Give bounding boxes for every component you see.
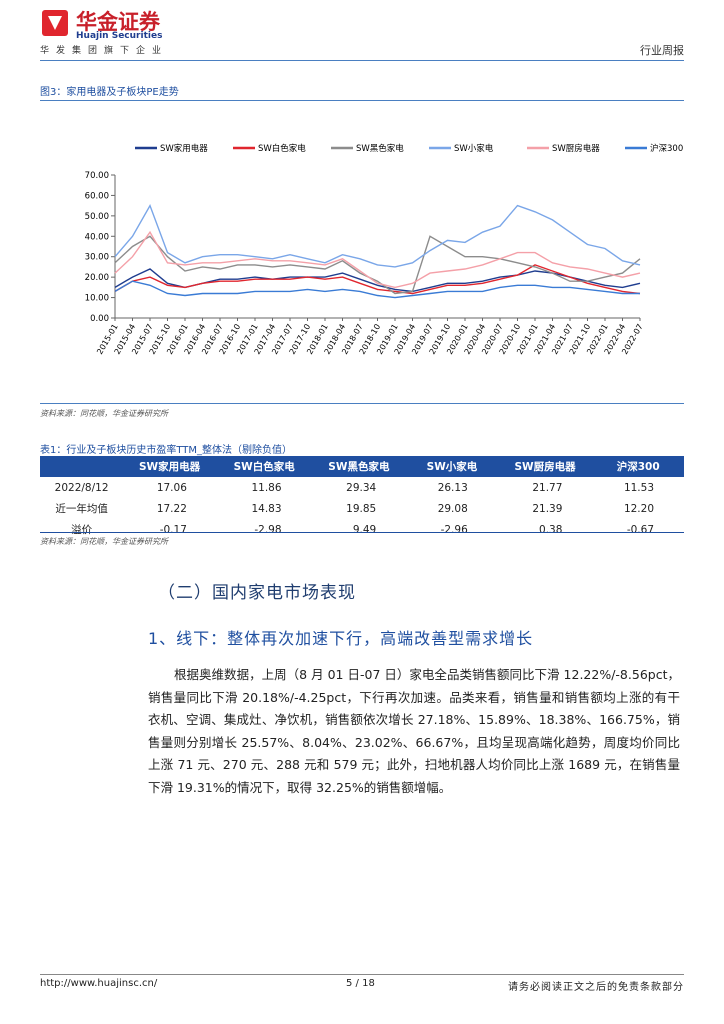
series-line — [114, 264, 641, 295]
y-tick-label: 40.00 — [85, 232, 109, 242]
table-cell: 11.53 — [623, 481, 654, 494]
header-cell: SW白色家电 — [216, 456, 312, 477]
table-cell: 19.85 — [346, 502, 377, 515]
figure-rule — [40, 403, 684, 404]
section-subtitle: 1、线下：整体再次加速下行，高端改善型需求增长 — [148, 629, 534, 648]
table-cell: -2.98 — [254, 523, 282, 536]
table-cell: 9.49 — [352, 523, 377, 536]
y-tick-label: 30.00 — [85, 253, 109, 263]
header-cell: SW小家电 — [406, 456, 498, 477]
series-line — [114, 203, 641, 268]
y-tick-label: 0.00 — [90, 314, 109, 324]
footer-rule — [40, 974, 684, 975]
y-tick-label: 60.00 — [85, 191, 109, 201]
table-cell: 26.13 — [437, 481, 468, 494]
data-table: SW家用电器 SW白色家电 SW黑色家电 SW小家电 SW厨房电器 沪深300 2022/8… — [40, 456, 684, 540]
table-cell: -0.67 — [626, 523, 654, 536]
series-line — [114, 235, 641, 295]
logo-cn: 华金证券 — [76, 10, 160, 34]
legend-label: 沪深300 — [650, 143, 683, 154]
report-type: 行业周报 — [640, 44, 684, 57]
series-line — [114, 230, 641, 289]
y-tick-label: 20.00 — [85, 273, 109, 283]
table-cell: 29.08 — [437, 502, 468, 515]
footer-url[interactable]: http://www.huajinsc.cn/ — [40, 978, 158, 989]
header-cell: SW黑色家电 — [311, 456, 407, 477]
table-cell: 17.22 — [156, 502, 187, 515]
logo-icon — [42, 10, 68, 36]
table-row: 2022/8/12 17.06 11.86 29.34 26.13 21.77 11.53 — [40, 477, 684, 498]
table-cell: 0.38 — [539, 523, 563, 536]
table-cell: 29.34 — [346, 481, 377, 494]
page-number: 5 / 18 — [346, 978, 375, 989]
table-cell: 11.86 — [251, 481, 282, 494]
y-tick-label: 70.00 — [85, 171, 109, 181]
tagline: 华发集团旗下企业 — [40, 46, 169, 56]
table-cell: 21.77 — [532, 481, 563, 494]
series-line — [114, 280, 640, 299]
table-title: 表1：行业及子板块历史市盈率TTM_整体法（剔除负值） — [40, 445, 293, 456]
table-cell: 21.39 — [532, 502, 563, 515]
legend-label: SW厨房电器 — [552, 143, 600, 154]
header-cell: SW厨房电器 — [497, 456, 593, 477]
section-title: （二）国内家电市场表现 — [158, 583, 356, 603]
logo-en: Huajin Securities — [76, 31, 163, 41]
header-rule — [40, 60, 684, 61]
figure-caption: 图3：家用电器及子板块PE走势 — [40, 87, 179, 98]
table-cell: 近一年均值 — [55, 503, 108, 515]
legend-label: SW小家电 — [454, 143, 494, 154]
paragraph: 根据奥维数据，上周（8 月 01 日-07 日）家电全品类销售额同比下滑 12.… — [148, 667, 680, 795]
table-cell: 溢价 — [71, 524, 93, 536]
table-cell: 17.06 — [156, 481, 187, 494]
table-cell: 2022/8/12 — [54, 481, 109, 494]
y-tick-label: 50.00 — [85, 212, 109, 222]
table-cell: 12.20 — [623, 502, 654, 515]
header-cell: SW家用电器 — [122, 456, 217, 477]
table-rule — [40, 532, 684, 533]
table-row: 近一年均值 17.22 14.83 19.85 29.08 21.39 12.20 — [40, 498, 684, 519]
table-cell: 14.83 — [251, 502, 282, 515]
header-cell — [40, 456, 123, 477]
table-cell: -2.96 — [440, 523, 468, 536]
legend-label: SW家用电器 — [160, 143, 208, 154]
y-tick-label: 10.00 — [85, 294, 109, 304]
legend-label: SW白色家电 — [258, 143, 306, 154]
caption-rule — [40, 100, 684, 101]
chart: 0.0010.0020.0030.0040.0050.0060.0070.002… — [85, 143, 684, 356]
figure-source: 资料来源：同花顺，华金证券研究所 — [40, 409, 168, 418]
table-source: 资料来源：同花顺，华金证券研究所 — [40, 537, 168, 546]
disclaimer: 请务必阅读正文之后的免责条款部分 — [508, 982, 684, 993]
header-cell: 沪深300 — [592, 456, 684, 477]
legend-label: SW黑色家电 — [356, 143, 404, 154]
header-row: SW家用电器 SW白色家电 SW黑色家电 SW小家电 SW厨房电器 沪深300 — [40, 456, 684, 477]
